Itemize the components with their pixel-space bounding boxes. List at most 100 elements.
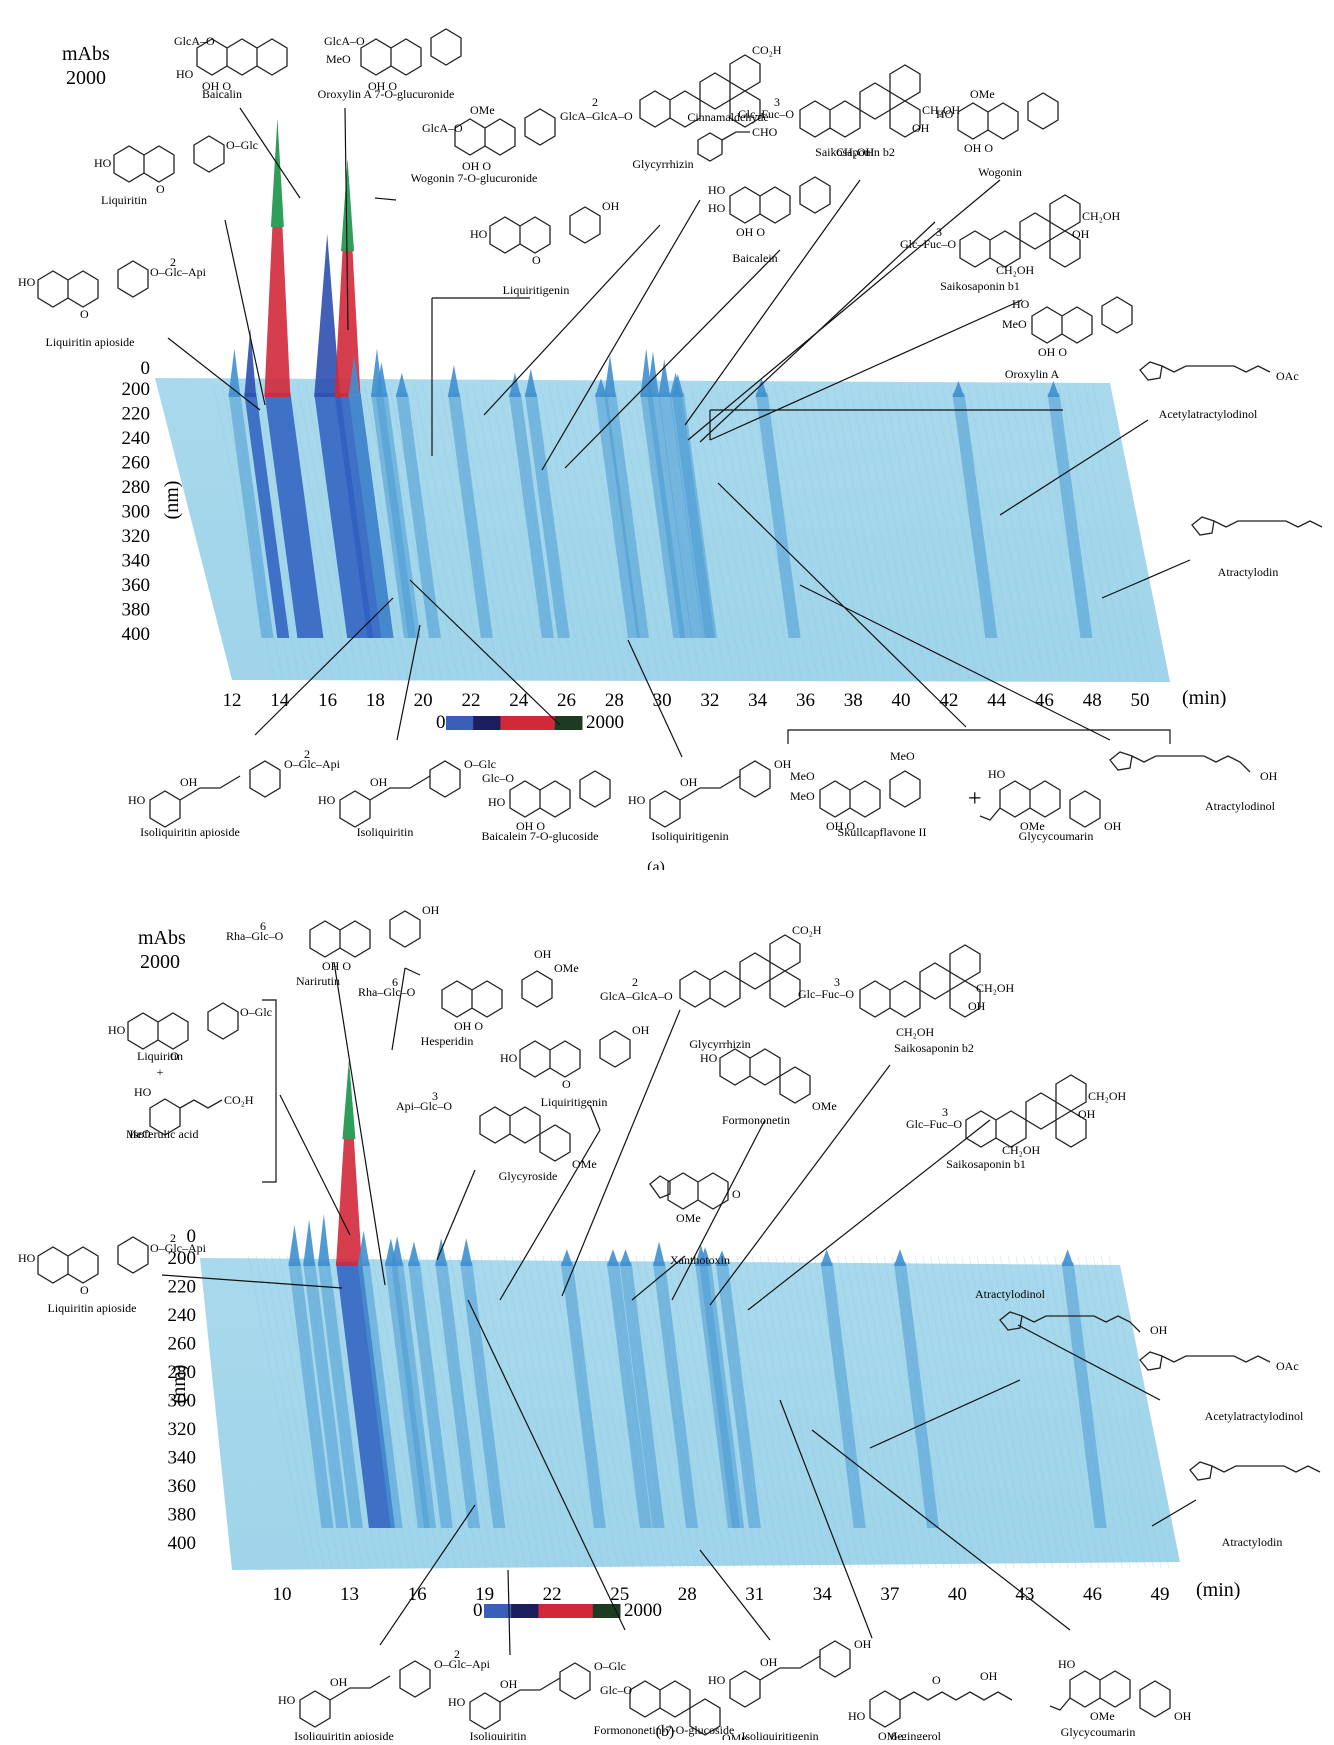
wavelength-tick: 240 — [168, 1305, 197, 1326]
svg-text:MeO: MeO — [1002, 317, 1027, 331]
panel-label-b: (b) — [656, 1723, 675, 1740]
svg-text:OH: OH — [1174, 1709, 1192, 1723]
svg-text:HO: HO — [500, 1051, 518, 1065]
peak-streak — [435, 1262, 481, 1528]
ridge-line — [289, 386, 350, 679]
ridge-line — [938, 1255, 999, 1569]
peak-streak — [508, 393, 554, 638]
svg-text:O: O — [170, 1049, 179, 1063]
structure-liquiritigenin: HO OH O — [470, 199, 620, 267]
ridge-line — [540, 386, 601, 679]
structure-xanthotoxin: OMe O — [649, 1172, 741, 1225]
peak-streak — [335, 1262, 395, 1528]
compound-label: Isoliquiritin — [470, 1729, 527, 1740]
peak-streak — [603, 393, 649, 638]
time-tick: 36 — [796, 690, 815, 711]
compound-label: Atractylodinol — [975, 1287, 1046, 1301]
structure-liquiritigenin-b: HO OH O — [500, 1023, 650, 1091]
svg-text:OH: OH — [330, 1675, 348, 1689]
ridge-line — [490, 386, 551, 679]
svg-text:CH₂OH: CH₂OH — [836, 145, 875, 159]
svg-text:GlcA–GlcA–O: GlcA–GlcA–O — [560, 109, 633, 123]
svg-text:HO: HO — [128, 793, 146, 807]
structure-glycyrrhizin-b: GlcA–GlcA–O2 CO₂H — [600, 923, 822, 1008]
peak-spike — [1061, 1249, 1074, 1266]
absorbance-label-b: mAbs — [138, 927, 186, 949]
ridge-line — [845, 1255, 906, 1569]
peak-spike — [594, 378, 607, 397]
svg-text:CO₂H: CO₂H — [224, 1093, 254, 1107]
svg-text:OH: OH — [774, 757, 792, 771]
svg-text:6: 6 — [260, 919, 266, 933]
ridge-line — [808, 386, 869, 679]
ridge-line — [866, 386, 928, 679]
compound-label: 6-gingerol — [891, 1729, 942, 1740]
ridge-line — [627, 1255, 689, 1569]
svg-text:OH O: OH O — [322, 959, 351, 973]
compound-label: Atractylodinol — [1205, 799, 1276, 813]
peak-spike — [407, 1241, 420, 1266]
structure-formononetin: HO OMe — [700, 1048, 837, 1113]
ridge-line — [736, 1255, 798, 1569]
structure-baicalin: GlcA–O HO OH O — [174, 34, 288, 93]
time-tick: 46 — [1035, 690, 1054, 711]
ridge-line — [1031, 1255, 1092, 1569]
bracket-a — [787, 729, 1171, 744]
compound-label: Saikosaponin b1 — [940, 279, 1020, 293]
svg-text:O–Glc: O–Glc — [240, 1005, 272, 1019]
compound-label: Acetylatractylodinol — [1159, 407, 1258, 421]
time-tick: 25 — [610, 1584, 629, 1605]
svg-text:O: O — [562, 1077, 571, 1091]
svg-text:O–Glc–Api: O–Glc–Api — [284, 757, 341, 771]
svg-text:OH: OH — [854, 1637, 872, 1651]
ridge-line — [883, 386, 945, 679]
svg-text:Glc–Fuc–O: Glc–Fuc–O — [798, 987, 854, 1001]
svg-text:O–Glc: O–Glc — [594, 1659, 626, 1673]
peak-tip — [341, 159, 355, 252]
ridge-line — [1069, 1255, 1131, 1569]
colorbar-segment — [500, 716, 529, 730]
time-tick: 18 — [366, 690, 385, 711]
svg-text:CH₂OH: CH₂OH — [1088, 1089, 1127, 1103]
svg-text:OH O: OH O — [516, 819, 545, 833]
ridge-line — [783, 1255, 844, 1569]
structure-glycycoumarin-a: HO OMe OH — [979, 767, 1122, 833]
peak-streak — [820, 1262, 866, 1528]
ridge-line — [930, 1255, 991, 1569]
time-tick: 37 — [880, 1584, 899, 1605]
svg-text:MeO: MeO — [126, 1127, 151, 1141]
compound-label: Glycycoumarin — [1019, 829, 1094, 843]
wavelength-tick: 400 — [122, 624, 151, 645]
ridge-line — [1017, 386, 1078, 679]
colorbar-segment — [446, 716, 474, 730]
structure-acetylatractylodinol-b: OAc — [1139, 1351, 1299, 1373]
svg-text:3: 3 — [774, 95, 780, 109]
peak-streak — [619, 1262, 665, 1528]
peak-spike — [508, 372, 521, 397]
peak-spike — [755, 378, 768, 397]
time-tick: 26 — [557, 690, 576, 711]
compound-label: Liquiritin — [101, 193, 147, 207]
svg-text:OH: OH — [180, 775, 198, 789]
svg-text:O: O — [732, 1187, 741, 1201]
peak-spike — [288, 1225, 301, 1266]
structure-isoferulic-acid: HO MeO CO₂H — [126, 1085, 254, 1141]
colorbar-a: 0 2000 — [436, 712, 624, 733]
svg-text:HO: HO — [628, 793, 646, 807]
structure-baicalein: HO HO OH O — [708, 176, 831, 239]
peak-spike — [699, 1247, 712, 1266]
structure-narirutin: Rha–Glc–O6 OH OH O — [226, 903, 440, 973]
peak-tip — [270, 119, 284, 227]
ridge-line — [1075, 386, 1137, 679]
ridge-line — [976, 1255, 1038, 1569]
svg-text:3: 3 — [432, 1089, 438, 1103]
time-tick: 38 — [844, 690, 863, 711]
ridge-line — [456, 386, 518, 679]
ridge-line — [1059, 386, 1120, 679]
compound-label: Liquiritin apioside — [48, 1301, 137, 1315]
structure-isoliquiritigenin: HO OH OH — [628, 757, 792, 828]
colorbar-segment — [473, 716, 501, 730]
peak-spike — [820, 1249, 833, 1266]
